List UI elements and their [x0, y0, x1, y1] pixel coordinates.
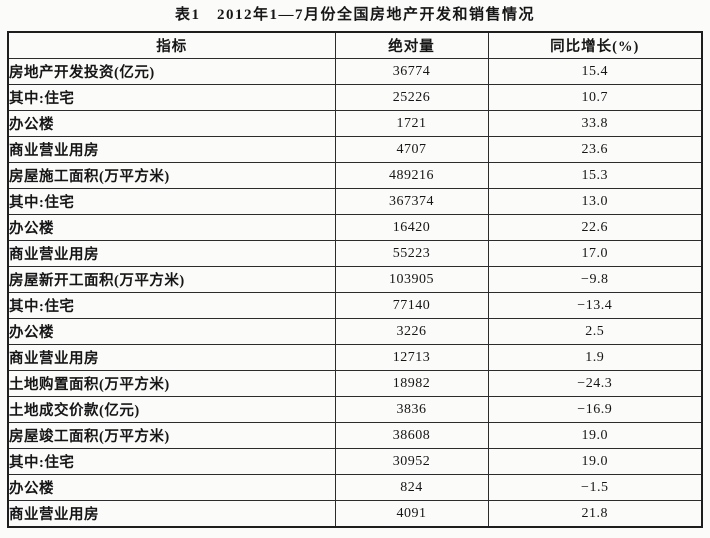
absolute-cell: 824	[334, 474, 489, 501]
real-estate-stats-table: 指标 绝对量 同比增长(%) 房地产开发投资(亿元) 36774 15.4 其中…	[7, 31, 703, 528]
absolute-cell: 3836	[334, 396, 489, 423]
growth-cell: 2.5	[487, 318, 703, 345]
indicator-cell: 其中:住宅	[7, 448, 336, 475]
growth-cell: 21.8	[487, 500, 703, 528]
table-row: 土地成交价款(亿元) 3836 −16.9	[7, 396, 703, 423]
indicator-cell: 办公楼	[7, 318, 336, 345]
table-row: 商业营业用房 12713 1.9	[7, 344, 703, 371]
table-row: 房地产开发投资(亿元) 36774 15.4	[7, 58, 703, 85]
absolute-cell: 4707	[334, 136, 489, 163]
indicator-cell: 房屋施工面积(万平方米)	[7, 162, 336, 189]
indicator-cell: 办公楼	[7, 110, 336, 137]
table-row: 房屋施工面积(万平方米) 489216 15.3	[7, 162, 703, 189]
growth-cell: 13.0	[487, 188, 703, 215]
indicator-cell: 办公楼	[7, 474, 336, 501]
absolute-cell: 36774	[334, 58, 489, 85]
growth-cell: 23.6	[487, 136, 703, 163]
absolute-cell: 77140	[334, 292, 489, 319]
indicator-cell: 土地购置面积(万平方米)	[7, 370, 336, 397]
indicator-cell: 其中:住宅	[7, 188, 336, 215]
absolute-cell: 38608	[334, 422, 489, 449]
growth-cell: −16.9	[487, 396, 703, 423]
indicator-cell: 办公楼	[7, 214, 336, 241]
table-row: 其中:住宅 25226 10.7	[7, 84, 703, 111]
header-indicator: 指标	[7, 31, 336, 59]
table-row: 其中:住宅 367374 13.0	[7, 188, 703, 215]
growth-cell: 19.0	[487, 422, 703, 449]
indicator-cell: 土地成交价款(亿元)	[7, 396, 336, 423]
growth-cell: 15.4	[487, 58, 703, 85]
header-absolute: 绝对量	[334, 31, 489, 59]
absolute-cell: 16420	[334, 214, 489, 241]
header-row: 指标 绝对量 同比增长(%)	[7, 31, 703, 59]
table-row: 其中:住宅 30952 19.0	[7, 448, 703, 475]
table-row: 商业营业用房 55223 17.0	[7, 240, 703, 267]
indicator-cell: 商业营业用房	[7, 500, 336, 528]
indicator-cell: 房屋新开工面积(万平方米)	[7, 266, 336, 293]
table-row: 商业营业用房 4707 23.6	[7, 136, 703, 163]
indicator-cell: 商业营业用房	[7, 136, 336, 163]
table-row: 房屋竣工面积(万平方米) 38608 19.0	[7, 422, 703, 449]
absolute-cell: 18982	[334, 370, 489, 397]
absolute-cell: 3226	[334, 318, 489, 345]
absolute-cell: 25226	[334, 84, 489, 111]
table-title: 表1 2012年1—7月份全国房地产开发和销售情况	[174, 7, 535, 23]
growth-cell: −9.8	[487, 266, 703, 293]
absolute-cell: 1721	[334, 110, 489, 137]
growth-cell: −1.5	[487, 474, 703, 501]
table-row: 土地购置面积(万平方米) 18982 −24.3	[7, 370, 703, 397]
growth-cell: −13.4	[487, 292, 703, 319]
header-growth: 同比增长(%)	[487, 31, 703, 59]
indicator-cell: 房屋竣工面积(万平方米)	[7, 422, 336, 449]
indicator-cell: 商业营业用房	[7, 240, 336, 267]
absolute-cell: 55223	[334, 240, 489, 267]
indicator-cell: 商业营业用房	[7, 344, 336, 371]
growth-cell: −24.3	[487, 370, 703, 397]
absolute-cell: 12713	[334, 344, 489, 371]
growth-cell: 17.0	[487, 240, 703, 267]
absolute-cell: 367374	[334, 188, 489, 215]
table-row: 办公楼 1721 33.8	[7, 110, 703, 137]
growth-cell: 19.0	[487, 448, 703, 475]
growth-cell: 33.8	[487, 110, 703, 137]
indicator-cell: 其中:住宅	[7, 84, 336, 111]
growth-cell: 10.7	[487, 84, 703, 111]
indicator-cell: 房地产开发投资(亿元)	[7, 58, 336, 85]
table-row: 房屋新开工面积(万平方米) 103905 −9.8	[7, 266, 703, 293]
absolute-cell: 4091	[334, 500, 489, 528]
table-header: 指标 绝对量 同比增长(%)	[7, 31, 703, 59]
absolute-cell: 103905	[334, 266, 489, 293]
table-row: 办公楼 16420 22.6	[7, 214, 703, 241]
table-row: 商业营业用房 4091 21.8	[7, 500, 703, 528]
indicator-cell: 其中:住宅	[7, 292, 336, 319]
table-row: 办公楼 3226 2.5	[7, 318, 703, 345]
growth-cell: 1.9	[487, 344, 703, 371]
table-row: 其中:住宅 77140 −13.4	[7, 292, 703, 319]
growth-cell: 15.3	[487, 162, 703, 189]
absolute-cell: 30952	[334, 448, 489, 475]
table-row: 办公楼 824 −1.5	[7, 474, 703, 501]
growth-cell: 22.6	[487, 214, 703, 241]
table-body: 房地产开发投资(亿元) 36774 15.4 其中:住宅 25226 10.7 …	[7, 58, 703, 528]
absolute-cell: 489216	[334, 162, 489, 189]
